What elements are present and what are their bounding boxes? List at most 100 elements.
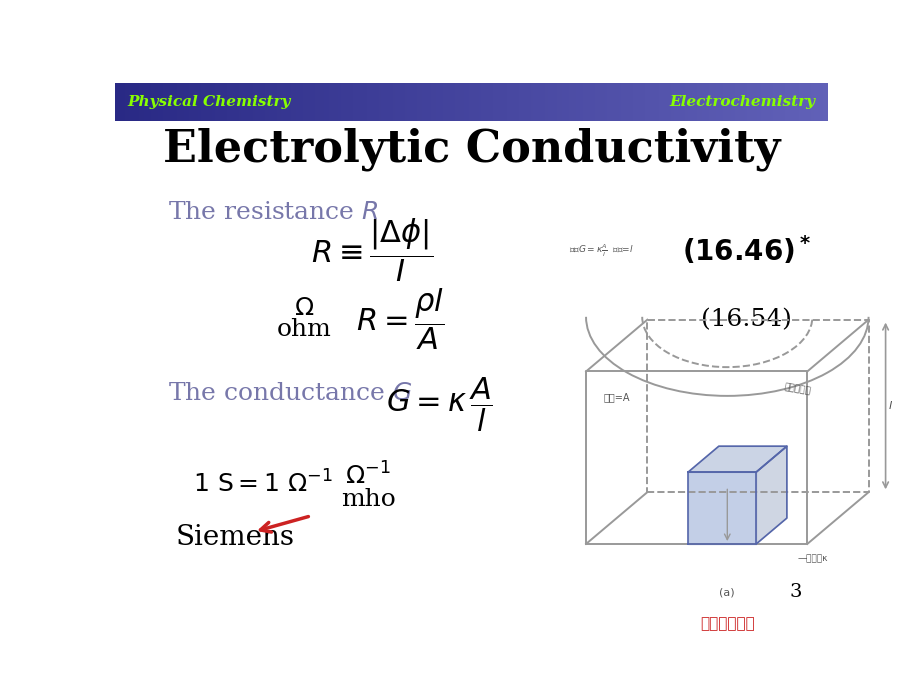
Bar	[300, 83, 302, 121]
Bar	[172, 83, 175, 121]
Bar	[176, 83, 179, 121]
Bar	[777, 83, 779, 121]
Bar	[509, 83, 511, 121]
Bar	[596, 83, 599, 121]
Bar	[236, 83, 238, 121]
Text: 电导$G=\kappa\frac{A}{l}$  长度=$l$: 电导$G=\kappa\frac{A}{l}$ 长度=$l$	[568, 242, 633, 259]
Bar	[232, 83, 233, 121]
Bar	[331, 83, 334, 121]
Bar	[403, 83, 404, 121]
Bar	[575, 83, 578, 121]
Bar	[754, 83, 755, 121]
Text: $R \equiv \dfrac{|\Delta\phi|}{I}$: $R \equiv \dfrac{|\Delta\phi|}{I}$	[311, 217, 432, 284]
Text: $\mathbf{(16.46)^*}$: $\mathbf{(16.46)^*}$	[681, 234, 810, 266]
Bar	[186, 83, 188, 121]
Bar	[305, 83, 307, 121]
Bar	[226, 83, 229, 121]
Bar	[286, 83, 289, 121]
Bar	[732, 83, 734, 121]
Bar	[233, 83, 236, 121]
Bar	[436, 83, 437, 121]
Bar	[200, 83, 203, 121]
Bar	[730, 83, 732, 121]
Text: $1\ \mathrm{S}{=}1\ \Omega^{-1}$: $1\ \mathrm{S}{=}1\ \Omega^{-1}$	[193, 471, 334, 497]
Bar	[343, 83, 346, 121]
Bar	[277, 83, 278, 121]
Bar	[448, 83, 449, 121]
Bar	[169, 83, 172, 121]
Bar	[677, 83, 680, 121]
Bar	[461, 83, 464, 121]
Bar	[350, 83, 352, 121]
Bar	[272, 83, 274, 121]
Bar	[355, 83, 357, 121]
Bar	[770, 83, 773, 121]
Bar	[245, 83, 248, 121]
Bar	[334, 83, 335, 121]
Bar	[165, 83, 167, 121]
Bar	[175, 83, 176, 121]
Bar	[265, 83, 267, 121]
Bar	[718, 83, 720, 121]
Text: l: l	[888, 401, 891, 411]
Bar	[791, 83, 794, 121]
Text: $G = \kappa\,\dfrac{A}{l}$: $G = \kappa\,\dfrac{A}{l}$	[386, 375, 493, 433]
Bar	[563, 83, 566, 121]
Bar	[511, 83, 514, 121]
Bar	[449, 83, 452, 121]
Bar	[464, 83, 466, 121]
Bar	[255, 83, 257, 121]
Text: 单位立方体: 单位立方体	[783, 383, 811, 397]
Bar	[739, 83, 742, 121]
Bar	[761, 83, 763, 121]
Bar	[583, 83, 584, 121]
Bar	[595, 83, 596, 121]
Bar	[706, 83, 709, 121]
Bar	[295, 83, 298, 121]
Bar	[542, 83, 545, 121]
Bar	[293, 83, 295, 121]
Bar	[290, 83, 293, 121]
Bar	[516, 83, 518, 121]
Bar	[155, 83, 158, 121]
Bar	[720, 83, 722, 121]
Text: Physical Chemistry: Physical Chemistry	[128, 95, 291, 109]
Text: mho: mho	[340, 489, 395, 511]
Text: (a): (a)	[719, 587, 734, 597]
Text: Siemens: Siemens	[176, 524, 294, 551]
Bar	[722, 83, 725, 121]
Bar	[391, 83, 392, 121]
Bar	[319, 83, 322, 121]
Bar	[587, 83, 590, 121]
Polygon shape	[687, 472, 755, 544]
Bar	[407, 83, 409, 121]
Bar	[521, 83, 523, 121]
Bar	[599, 83, 602, 121]
Bar	[637, 83, 640, 121]
Bar	[241, 83, 243, 121]
Bar	[205, 83, 208, 121]
Bar	[493, 83, 494, 121]
Bar	[188, 83, 191, 121]
Bar	[766, 83, 767, 121]
Bar	[656, 83, 659, 121]
Bar	[494, 83, 497, 121]
Bar	[329, 83, 331, 121]
Bar	[554, 83, 557, 121]
Bar	[307, 83, 310, 121]
Bar	[566, 83, 568, 121]
Bar	[794, 83, 796, 121]
Bar	[824, 83, 827, 121]
Bar	[551, 83, 554, 121]
Bar	[530, 83, 533, 121]
Bar	[203, 83, 205, 121]
Bar	[538, 83, 539, 121]
Bar	[281, 83, 283, 121]
Bar	[314, 83, 317, 121]
Bar	[623, 83, 625, 121]
Bar	[608, 83, 611, 121]
Bar	[620, 83, 623, 121]
Bar	[820, 83, 823, 121]
Bar	[746, 83, 749, 121]
Bar	[630, 83, 632, 121]
